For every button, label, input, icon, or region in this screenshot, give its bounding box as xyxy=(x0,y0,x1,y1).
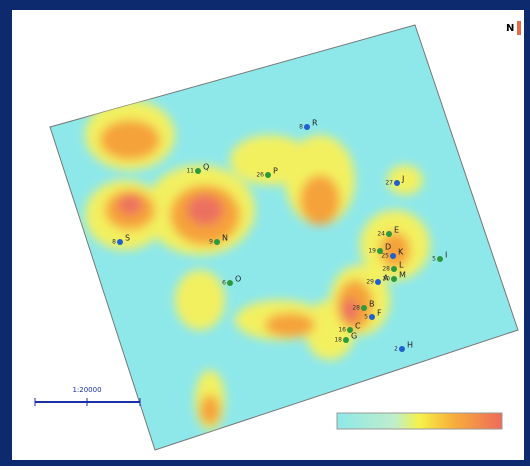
well-number: 24 xyxy=(377,231,385,238)
well-marker xyxy=(390,253,396,259)
well-name: Q xyxy=(203,163,209,172)
well-name: C xyxy=(355,322,361,331)
well-marker xyxy=(117,239,123,245)
well-name: A xyxy=(383,274,389,283)
well-number: 6 xyxy=(222,280,226,287)
well-number: 8 xyxy=(299,124,303,131)
well-name: E xyxy=(394,226,399,235)
well-number: 19 xyxy=(368,248,376,255)
well-number: 8 xyxy=(112,239,116,246)
well-number: 5 xyxy=(364,314,368,321)
well-name: I xyxy=(445,251,447,260)
well-number: 18 xyxy=(334,337,342,344)
well-marker xyxy=(369,314,375,320)
well-name: J xyxy=(401,175,404,184)
well-name: B xyxy=(369,300,375,309)
amplitude-blobs xyxy=(85,100,430,430)
well-marker xyxy=(377,248,383,254)
well-marker xyxy=(304,124,310,130)
well-marker xyxy=(391,276,397,282)
well-number: 28 xyxy=(352,305,360,312)
well-number: 16 xyxy=(338,327,346,334)
well-number: 30 xyxy=(382,276,390,283)
well-number: 29 xyxy=(366,279,374,286)
well-number: 2 xyxy=(394,346,398,353)
scale-bar: 1:20000 xyxy=(34,386,141,406)
well-marker xyxy=(347,327,353,333)
north-label: N xyxy=(506,23,514,34)
well-number: 25 xyxy=(381,253,389,260)
well-name: S xyxy=(125,234,130,243)
well-marker xyxy=(227,280,233,286)
well-marker xyxy=(265,172,271,178)
well-marker xyxy=(437,256,443,262)
well-marker xyxy=(361,305,367,311)
well-marker xyxy=(343,337,349,343)
well-marker xyxy=(399,346,405,352)
well-name: D xyxy=(385,243,391,252)
well-number: 27 xyxy=(385,180,393,187)
color-legend xyxy=(336,412,503,430)
well-number: 9 xyxy=(209,239,213,246)
well-name: N xyxy=(222,234,228,243)
well-number: 11 xyxy=(186,168,194,175)
well-name: R xyxy=(312,119,318,128)
well-name: P xyxy=(273,167,278,176)
well-name: L xyxy=(399,261,404,270)
well-number: 26 xyxy=(256,172,264,179)
well-marker xyxy=(386,231,392,237)
scale-label: 1:20000 xyxy=(72,386,101,394)
well-name: G xyxy=(351,332,357,341)
well-marker xyxy=(375,279,381,285)
well-marker xyxy=(391,266,397,272)
well-number: 28 xyxy=(382,266,390,273)
well-name: M xyxy=(399,271,406,280)
well-name: F xyxy=(377,309,382,318)
well-number: 5 xyxy=(432,256,436,263)
well-marker xyxy=(214,239,220,245)
north-arrow xyxy=(517,21,521,35)
well-name: H xyxy=(407,341,413,350)
well-marker xyxy=(195,168,201,174)
well-marker xyxy=(394,180,400,186)
well-name: K xyxy=(398,248,404,257)
well-name: O xyxy=(235,275,241,284)
